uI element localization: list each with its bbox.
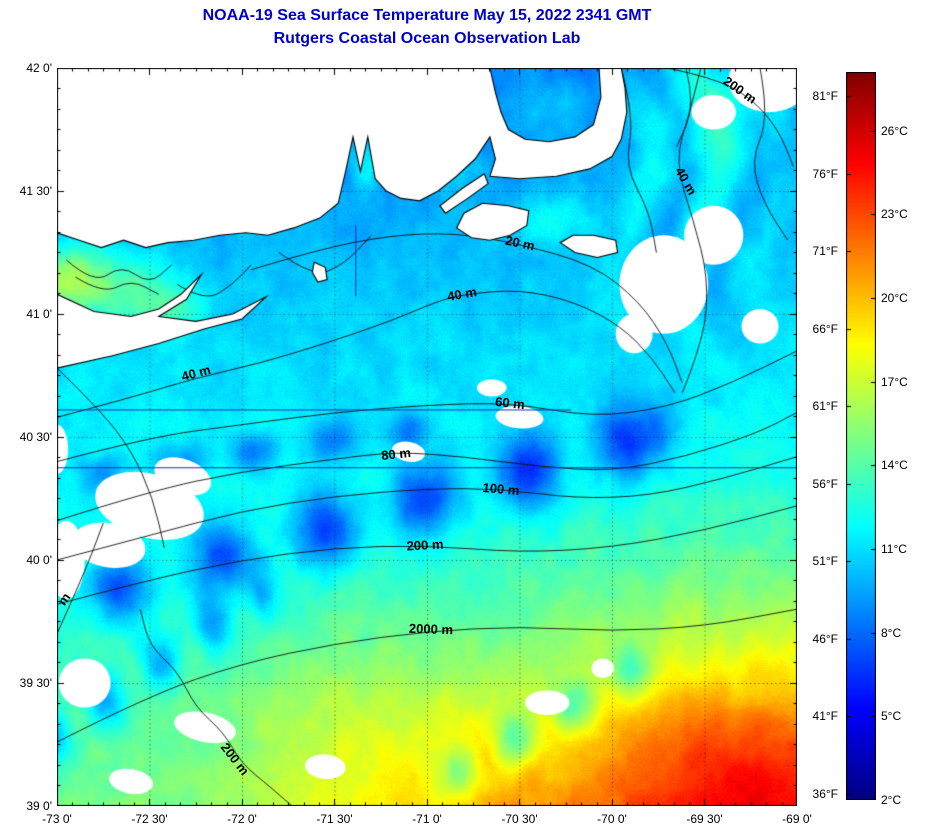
lon-tick-label: -70 30'	[501, 812, 538, 826]
contour-label: 200 m	[406, 536, 444, 554]
lat-tick-label: 40 30'	[19, 430, 52, 444]
lon-tick-label: -72 30'	[131, 812, 168, 826]
sst-map-canvas	[57, 68, 797, 806]
colorbar-celsius-label: 26°C	[881, 123, 908, 138]
lon-tick-label: -71 30'	[316, 812, 353, 826]
lat-tick-label: 41 30'	[19, 184, 52, 198]
lon-tick-label: -72 0'	[227, 812, 257, 826]
colorbar-celsius-label: 11°C	[881, 541, 907, 556]
lat-tick-label: 39 0'	[26, 799, 52, 813]
contour-label: 100 m	[481, 479, 521, 498]
colorbar-celsius-label: 2°C	[881, 793, 902, 807]
colorbar-celsius-label: 5°C	[881, 709, 902, 724]
lat-tick-label: 40 0'	[26, 553, 52, 567]
colorbar-canvas	[846, 72, 876, 800]
colorbar-celsius-label: 14°C	[881, 458, 908, 473]
colorbar-fahrenheit-label: 71°F	[812, 244, 838, 259]
lon-tick-label: -71 0'	[412, 812, 442, 826]
colorbar-fahrenheit-label: 41°F	[812, 709, 838, 724]
lon-tick-label: -69 30'	[686, 812, 723, 826]
colorbar-fahrenheit-label: 56°F	[812, 476, 838, 491]
lon-tick-label: -70 0'	[597, 812, 627, 826]
colorbar-fahrenheit-label: 76°F	[812, 166, 838, 181]
colorbar-fahrenheit-label: 61°F	[812, 399, 838, 414]
contour-label: 60 m	[494, 393, 526, 412]
colorbar-fahrenheit-label: 81°F	[812, 89, 838, 104]
colorbar-fahrenheit-label: 46°F	[812, 631, 838, 646]
lon-tick-label: -69 0'	[782, 812, 812, 826]
colorbar-fahrenheit-label: 51°F	[812, 554, 838, 569]
lat-tick-label: 41 0'	[26, 307, 52, 321]
figure-subtitle: Rutgers Coastal Ocean Observation Lab	[273, 30, 581, 47]
lon-tick-label: -73 0'	[42, 812, 72, 826]
figure-title: NOAA-19 Sea Surface Temperature May 15, …	[202, 7, 652, 24]
lat-tick-label: 39 30'	[19, 676, 52, 690]
colorbar-celsius-label: 20°C	[881, 290, 908, 305]
contour-label: 2000 m	[408, 620, 453, 638]
colorbar-celsius-label: 8°C	[881, 625, 902, 640]
colorbar-fahrenheit-label: 66°F	[812, 321, 838, 336]
lat-tick-label: 42 0'	[26, 61, 52, 75]
colorbar-celsius-label: 17°C	[881, 374, 908, 389]
colorbar-celsius-label: 23°C	[881, 207, 908, 222]
colorbar-fahrenheit-label: 36°F	[812, 786, 838, 801]
